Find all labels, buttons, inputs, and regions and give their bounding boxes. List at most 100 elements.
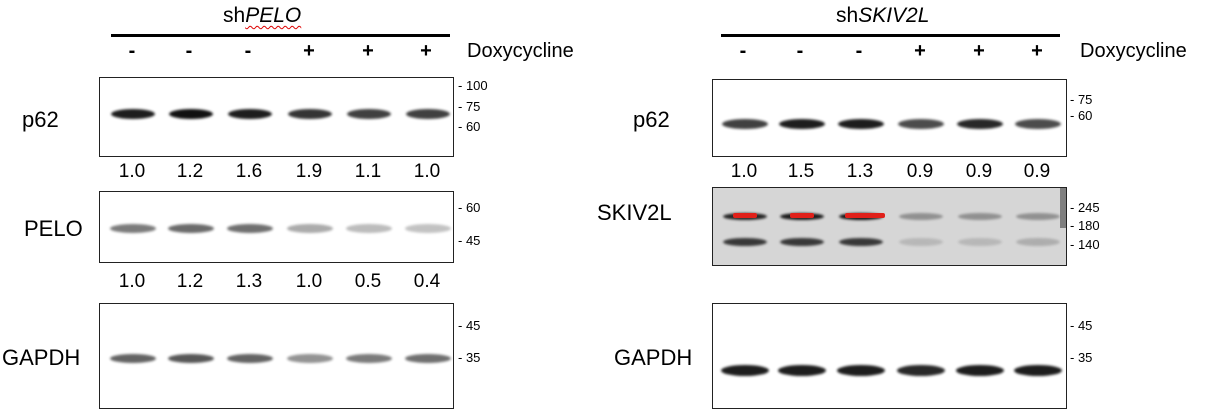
- left-dox-label: Doxycycline: [467, 40, 574, 62]
- left-title-bar: [111, 34, 450, 37]
- R0-band: [779, 119, 825, 129]
- L2-band: [287, 353, 333, 363]
- right-gapdh-marker: - 45: [1070, 318, 1093, 333]
- L0-band: [169, 109, 213, 119]
- left-p62-quant-value: 1.9: [295, 161, 323, 182]
- left-title-gene: PELO: [245, 4, 302, 27]
- R1-band: [958, 212, 1002, 220]
- right-skiv2l-blot: [712, 187, 1067, 266]
- right-p62-quant-value: 0.9: [965, 161, 993, 182]
- skiv2l-edge-strip: [1060, 188, 1066, 228]
- left-sign: +: [420, 40, 432, 62]
- left-pelo-quant-value: 1.0: [295, 271, 323, 292]
- L0-band: [347, 109, 391, 119]
- R1-band: [1016, 212, 1060, 220]
- L2-band: [168, 353, 214, 363]
- L1-band: [287, 223, 333, 233]
- R0-band: [898, 119, 944, 129]
- right-p62-label: p62: [633, 107, 670, 132]
- right-skiv2l-marker: - 245: [1070, 200, 1100, 215]
- left-gapdh-marker: - 35: [458, 350, 481, 365]
- left-pelo-label: PELO: [24, 216, 83, 241]
- left-p62-marker: - 100: [458, 78, 488, 93]
- R1-band: [899, 238, 943, 246]
- skiv2l-saturation-mark: [733, 213, 757, 218]
- L2-band: [405, 353, 451, 363]
- left-pelo-quant-value: 0.4: [413, 271, 441, 292]
- skiv2l-saturation-mark: [790, 213, 814, 218]
- left-p62-quant-value: 1.0: [118, 161, 146, 182]
- right-p62-marker: - 75: [1070, 92, 1093, 107]
- left-title-prefix: sh: [223, 4, 246, 27]
- right-sign: +: [1031, 40, 1043, 62]
- left-gapdh-blot: [99, 303, 454, 409]
- right-p62-quant-value: 1.3: [846, 161, 874, 182]
- right-sign: -: [796, 40, 804, 62]
- left-pelo-quant-value: 1.2: [176, 271, 204, 292]
- R0-band: [722, 119, 768, 129]
- R1-band: [958, 238, 1002, 246]
- left-pelo-marker: - 45: [458, 233, 481, 248]
- right-gapdh-blot: [712, 303, 1067, 409]
- right-p62-blot: [712, 79, 1067, 157]
- left-sign: -: [185, 40, 193, 62]
- left-sign: +: [303, 40, 315, 62]
- R2-band: [897, 364, 945, 376]
- left-p62-quant-value: 1.0: [413, 161, 441, 182]
- left-p62-quant-value: 1.6: [235, 161, 263, 182]
- left-sign: -: [244, 40, 252, 62]
- R1-band: [723, 238, 767, 246]
- L0-band: [288, 109, 332, 119]
- right-p62-quant-value: 0.9: [906, 161, 934, 182]
- L1-band: [346, 223, 392, 233]
- right-sign: -: [739, 40, 747, 62]
- left-gapdh-marker: - 45: [458, 318, 481, 333]
- left-pelo-quant-value: 0.5: [354, 271, 382, 292]
- left-p62-marker: - 75: [458, 99, 481, 114]
- left-sign: +: [362, 40, 374, 62]
- left-gapdh-label: GAPDH: [2, 345, 81, 370]
- right-skiv2l-marker: - 140: [1070, 237, 1100, 252]
- left-pelo-marker: - 60: [458, 200, 481, 215]
- right-title-prefix: sh: [836, 4, 859, 27]
- L1-band: [405, 223, 451, 233]
- L1-band: [168, 223, 214, 233]
- right-title-gene: SKIV2L: [858, 4, 930, 27]
- R0-band: [838, 119, 884, 129]
- L2-band: [346, 353, 392, 363]
- R1-band: [899, 212, 943, 220]
- L1-band: [227, 223, 273, 233]
- right-dox-label: Doxycycline: [1080, 40, 1187, 62]
- L0-band: [228, 109, 272, 119]
- right-sign: -: [855, 40, 863, 62]
- right-sign: +: [973, 40, 985, 62]
- L1-band: [110, 223, 156, 233]
- L0-band: [406, 109, 450, 119]
- right-p62-quant-value: 1.5: [787, 161, 815, 182]
- right-p62-marker: - 60: [1070, 108, 1093, 123]
- right-sign: +: [914, 40, 926, 62]
- left-p62-blot: [99, 77, 454, 157]
- skiv2l-saturation-mark: [845, 213, 885, 218]
- left-pelo-quant-value: 1.3: [235, 271, 263, 292]
- right-p62-quant-value: 1.0: [730, 161, 758, 182]
- left-title: shPELO: [223, 4, 301, 28]
- R1-band: [780, 238, 824, 246]
- right-title: shSKIV2L: [836, 4, 929, 28]
- R2-band: [721, 364, 769, 376]
- left-sign: -: [128, 40, 136, 62]
- left-pelo-blot: [99, 191, 454, 263]
- left-p62-quant-value: 1.1: [354, 161, 382, 182]
- right-skiv2l-label: SKIV2L: [597, 200, 672, 225]
- L0-band: [111, 109, 155, 119]
- left-p62-marker: - 60: [458, 119, 481, 134]
- left-pelo-quant-value: 1.0: [118, 271, 146, 292]
- R2-band: [778, 364, 826, 376]
- R2-band: [956, 364, 1004, 376]
- R2-band: [1014, 364, 1062, 376]
- R0-band: [1015, 119, 1061, 129]
- left-p62-label: p62: [22, 107, 59, 132]
- L2-band: [110, 353, 156, 363]
- right-title-bar: [721, 34, 1060, 37]
- left-p62-quant-value: 1.2: [176, 161, 204, 182]
